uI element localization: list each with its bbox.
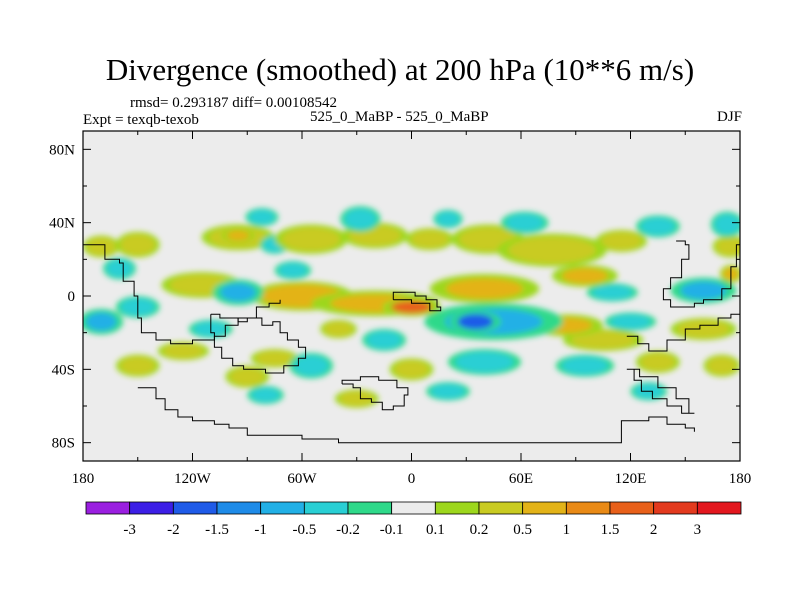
divergence-cell	[680, 281, 727, 300]
case-names: 525_0_MaBP - 525_0_MaBP	[310, 109, 489, 125]
coastline-segment	[392, 291, 442, 312]
divergence-field	[83, 206, 740, 408]
y-tick-label: 80N	[49, 142, 75, 158]
divergence-cell	[281, 227, 341, 251]
colorbar-label: -1.5	[205, 522, 229, 538]
colorbar-swatch	[696, 501, 742, 515]
season-label: DJF	[716, 109, 742, 125]
coastline-segment	[341, 376, 409, 411]
axis-ticks: 180 120W 60W 0 60E 120E 180 80N 40N 0 40S 80S	[49, 131, 751, 487]
divergence-cell	[250, 387, 281, 403]
y-tick-label: 40N	[49, 216, 75, 232]
divergence-cell	[640, 217, 676, 236]
divergence-cell	[508, 236, 596, 264]
rmsd-diff-stats: rmsd= 0.293187 diff= 0.00108542	[130, 95, 338, 111]
colorbar-label: 1	[563, 522, 571, 538]
divergence-cell	[255, 351, 294, 366]
y-tick-label: 40S	[52, 362, 75, 378]
divergence-cell	[339, 391, 375, 406]
divergence-cell	[344, 208, 377, 230]
experiment-label: Expt = texqb-texob	[83, 112, 199, 128]
colorbar-swatch	[85, 501, 131, 515]
divergence-cell	[610, 314, 651, 329]
coastline-segment	[626, 368, 695, 414]
divergence-cell	[561, 268, 608, 284]
divergence-cell	[640, 353, 676, 371]
divergence-cell	[591, 285, 633, 300]
divergence-cell	[85, 312, 117, 331]
divergence-cell	[571, 331, 636, 349]
divergence-cell	[505, 213, 544, 232]
coastline-segment	[662, 237, 740, 308]
divergence-cell	[366, 331, 402, 349]
colorbar-swatch	[391, 501, 436, 515]
x-tick-label: 120W	[174, 471, 212, 487]
colorbar-label: 1.5	[601, 522, 620, 538]
colorbar-swatch	[172, 501, 218, 515]
divergence-cell	[226, 230, 250, 241]
colorbar-swatch	[478, 501, 524, 515]
colorbar: -3 -2 -1.5 -1 -0.5 -0.2 -0.1 0.1 0.2 0.5 1 1.5 2 3	[85, 501, 742, 538]
colorbar-swatch	[609, 501, 655, 515]
coastline-segment	[210, 313, 307, 374]
divergence-cell	[248, 209, 275, 225]
divergence-cell	[430, 384, 466, 399]
divergence-cell	[457, 313, 494, 330]
divergence-cell	[410, 230, 449, 248]
colorbar-label: -2	[167, 522, 180, 538]
y-tick-label: 80S	[52, 436, 75, 452]
coastline	[83, 237, 740, 444]
divergence-cell	[393, 360, 430, 379]
divergence-cell	[714, 214, 740, 235]
x-tick-label: 0	[408, 471, 416, 487]
divergence-cell	[162, 343, 204, 359]
divergence-cell	[716, 237, 740, 256]
divergence-cell	[677, 320, 730, 338]
colorbar-label: 3	[694, 522, 702, 538]
divergence-cell	[293, 355, 329, 376]
divergence-cell	[278, 263, 308, 278]
divergence-cell	[561, 356, 609, 375]
colorbar-label: 0.5	[513, 522, 532, 538]
divergence-cell	[106, 259, 133, 278]
divergence-cell	[455, 351, 514, 373]
divergence-cell	[323, 321, 354, 337]
divergence-cell	[229, 367, 265, 386]
coastline-segment	[137, 387, 695, 444]
divergence-cell	[707, 356, 737, 375]
divergence-cell	[446, 278, 523, 299]
colorbar-label: 0.1	[426, 522, 445, 538]
divergence-cell	[86, 237, 116, 256]
colorbar-swatch	[216, 501, 262, 515]
colorbar-swatch	[653, 501, 698, 515]
divergence-cell	[436, 211, 460, 227]
colorbar-label: 2	[650, 522, 658, 538]
colorbar-swatch	[434, 501, 480, 515]
divergence-cell	[120, 234, 156, 255]
chart-title: Divergence (smoothed) at 200 hPa (10**6 …	[105, 52, 695, 87]
colorbar-label: 0.2	[470, 522, 489, 538]
colorbar-label: -0.1	[380, 522, 404, 538]
colorbar-swatch	[260, 501, 305, 515]
colorbar-label: -0.2	[336, 522, 360, 538]
divergence-cell	[600, 232, 642, 250]
colorbar-swatch	[522, 501, 567, 515]
y-tick-label: 0	[68, 289, 76, 305]
colorbar-swatch	[129, 501, 174, 515]
x-tick-label: 180	[729, 471, 752, 487]
coastline-segment	[626, 310, 740, 352]
divergence-cell	[220, 283, 257, 302]
x-tick-label: 180	[72, 471, 95, 487]
colorbar-label: -0.5	[292, 522, 316, 538]
x-tick-label: 120E	[615, 471, 647, 487]
colorbar-label: -1	[254, 522, 267, 538]
x-tick-label: 60W	[287, 471, 317, 487]
colorbar-swatch	[347, 501, 393, 515]
colorbar-label: -3	[123, 522, 136, 538]
colorbar-swatch	[565, 501, 611, 515]
colorbar-swatch	[303, 501, 349, 515]
divergence-cell	[120, 356, 156, 375]
x-tick-label: 60E	[509, 471, 533, 487]
